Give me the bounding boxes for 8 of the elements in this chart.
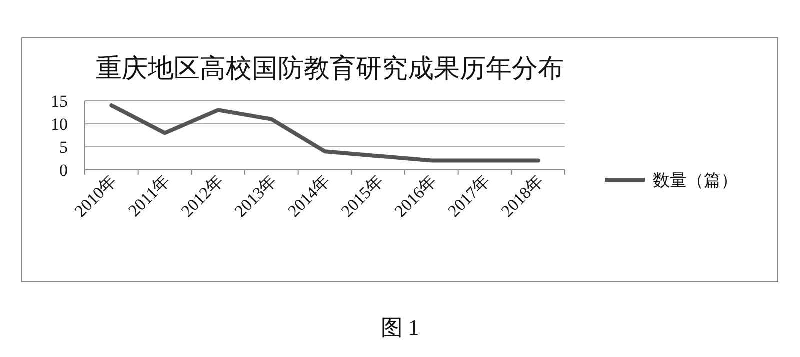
legend-label: 数量（篇）: [653, 171, 738, 190]
y-tick-label: 5: [60, 138, 68, 157]
y-tick-label: 10: [51, 115, 68, 134]
chart-title: 重庆地区高校国防教育研究成果历年分布: [96, 54, 564, 83]
y-tick-label: 0: [60, 161, 68, 180]
caption: 图 1: [380, 315, 420, 340]
y-tick-label: 15: [51, 92, 68, 111]
line-series: [110, 104, 540, 163]
